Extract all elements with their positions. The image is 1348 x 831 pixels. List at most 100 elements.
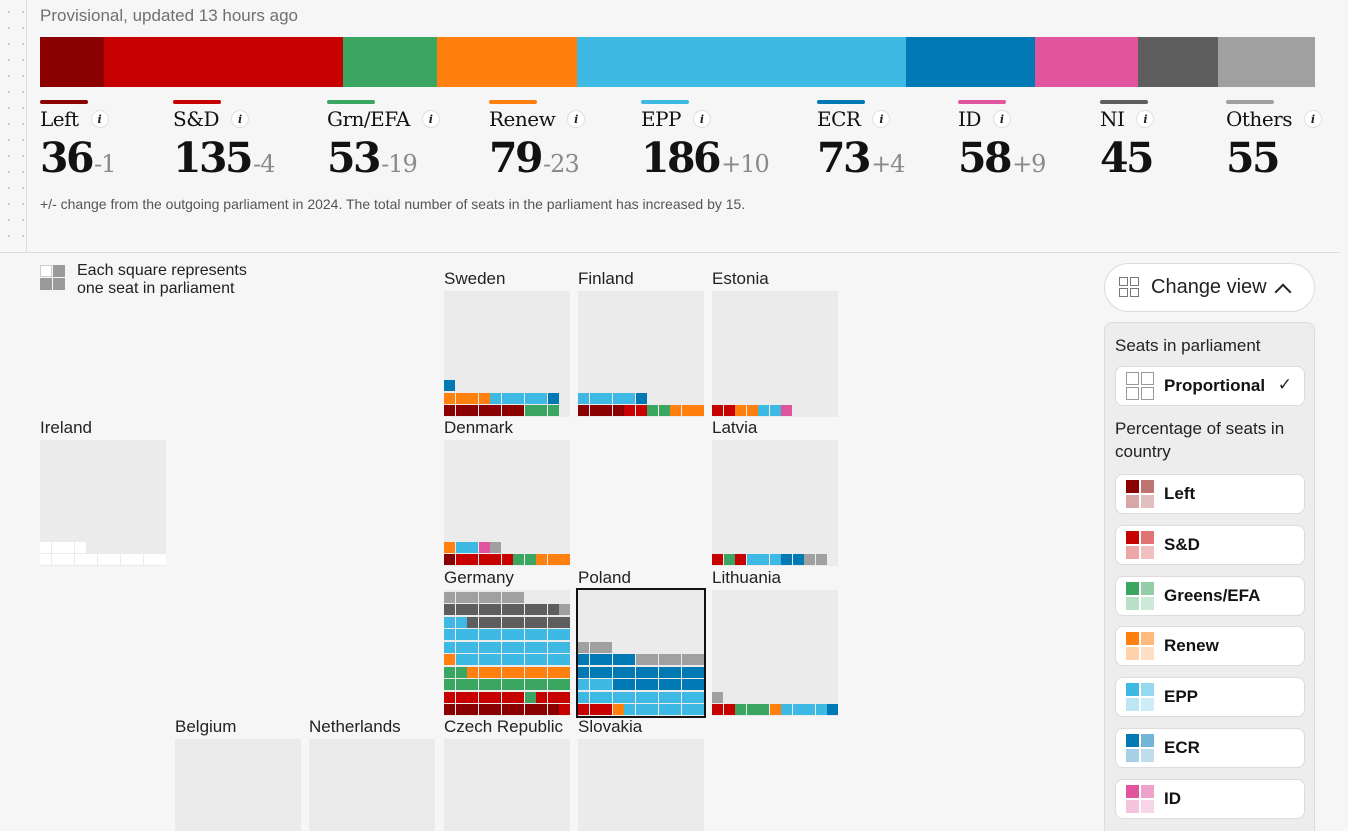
seat-square (612, 704, 624, 715)
party-share-icon (1126, 581, 1154, 610)
party-seats: 135 (173, 134, 254, 182)
seat-square (63, 554, 74, 565)
seat-square (524, 691, 536, 703)
seat-square (536, 616, 547, 628)
country-tile-ireland[interactable]: Ireland (40, 418, 166, 566)
party-share-icon (1126, 530, 1154, 559)
country-tile-estonia[interactable]: Estonia (712, 269, 838, 417)
info-icon[interactable]: i (1136, 110, 1155, 128)
seat-square (723, 704, 735, 715)
seat-square (478, 666, 490, 678)
seat-square (670, 679, 681, 690)
country-tile-slovakia[interactable]: Slovakia (578, 717, 704, 831)
seat-square (693, 679, 704, 690)
country-name: Lithuania (712, 568, 782, 587)
seat-square (681, 654, 693, 665)
party-seat-change: -4 (253, 150, 275, 178)
info-icon[interactable]: i (693, 110, 712, 128)
seat-square (455, 604, 467, 615)
seat-square (490, 704, 501, 715)
seat-square (681, 679, 693, 690)
seat-square (647, 704, 658, 715)
seat-square (827, 704, 838, 715)
seat-square (501, 666, 513, 678)
option-ecr[interactable]: ECR (1115, 728, 1305, 768)
info-icon[interactable]: i (1303, 110, 1322, 128)
info-icon[interactable]: i (90, 110, 109, 128)
seat-square (559, 704, 570, 715)
party-total: EPP i 186 +10 (641, 100, 770, 180)
option-left[interactable]: Left (1115, 474, 1305, 514)
seat-square (693, 405, 704, 416)
option-renew[interactable]: Renew (1115, 626, 1305, 667)
party-color-line (489, 100, 537, 104)
seat-square (589, 691, 601, 703)
seat-square (467, 691, 478, 703)
seat-square (455, 392, 467, 404)
seat-square (444, 679, 455, 690)
change-view-button[interactable]: Change view (1104, 263, 1315, 312)
seat-square (51, 554, 63, 565)
party-seats: 45 (1100, 134, 1155, 182)
seat-square (467, 591, 478, 603)
seat-square (547, 654, 559, 665)
seat-square (478, 704, 490, 715)
seat-square (681, 691, 693, 703)
seat-square (624, 405, 635, 416)
country-tile-latvia[interactable]: Latvia (712, 418, 838, 566)
country-name: Netherlands (309, 717, 401, 736)
info-icon[interactable]: i (872, 110, 891, 128)
seat-square (746, 554, 758, 565)
seat-square (513, 616, 524, 628)
info-icon[interactable]: i (992, 110, 1011, 128)
seat-square (109, 554, 120, 565)
seat-square (478, 554, 490, 565)
country-tile-czech-republic[interactable]: Czech Republic (444, 717, 570, 831)
seat-bar-segment (905, 37, 1036, 87)
country-tile-sweden[interactable]: Sweden (444, 269, 570, 417)
party-name: ID (958, 107, 981, 131)
seat-square (735, 554, 746, 565)
option-epp[interactable]: EPP (1115, 677, 1305, 718)
seat-square (444, 380, 455, 391)
seat-bar-segment (1137, 37, 1219, 87)
seat-square (501, 691, 513, 703)
info-icon[interactable]: i (421, 110, 440, 128)
seat-square (601, 679, 612, 690)
seat-square (524, 392, 536, 404)
option-greens-efa[interactable]: Greens/EFA (1115, 575, 1305, 616)
country-tile-germany[interactable]: Germany (444, 568, 570, 716)
seat-square (467, 604, 478, 615)
seat-square (647, 691, 658, 703)
info-icon[interactable]: i (231, 110, 250, 128)
option-s-d[interactable]: S&D (1115, 524, 1305, 565)
option-proportional[interactable]: Proportional ✓ (1115, 366, 1305, 406)
info-icon[interactable]: i (567, 110, 586, 128)
option-id[interactable]: ID (1115, 778, 1305, 819)
seat-square (635, 666, 647, 678)
seat-square (559, 604, 570, 615)
seat-square (97, 554, 109, 565)
seat-square (670, 405, 681, 416)
seat-square (804, 704, 815, 715)
seat-square (670, 654, 681, 665)
party-total: ECR i 73 +4 (817, 100, 905, 180)
country-tile-denmark[interactable]: Denmark (444, 418, 570, 566)
seat-bar-segment (576, 37, 907, 87)
seat-square (601, 666, 612, 678)
country-tile-netherlands[interactable]: Netherlands (309, 717, 435, 831)
country-tile-belgium[interactable]: Belgium (175, 717, 301, 831)
seat-square (658, 666, 670, 678)
seat-square (74, 541, 86, 553)
seat-square (547, 679, 559, 690)
party-share-icon (1126, 734, 1154, 762)
seat-square (501, 679, 513, 690)
seat-square (501, 616, 513, 628)
country-tile-lithuania[interactable]: Lithuania (712, 568, 838, 716)
country-tile-finland[interactable]: Finland (578, 269, 704, 417)
seat-square (444, 654, 455, 665)
seat-square (444, 405, 455, 416)
seat-square-legend-icon (40, 265, 66, 291)
country-tile-poland[interactable]: Poland (576, 568, 706, 718)
seat-square (444, 641, 455, 653)
